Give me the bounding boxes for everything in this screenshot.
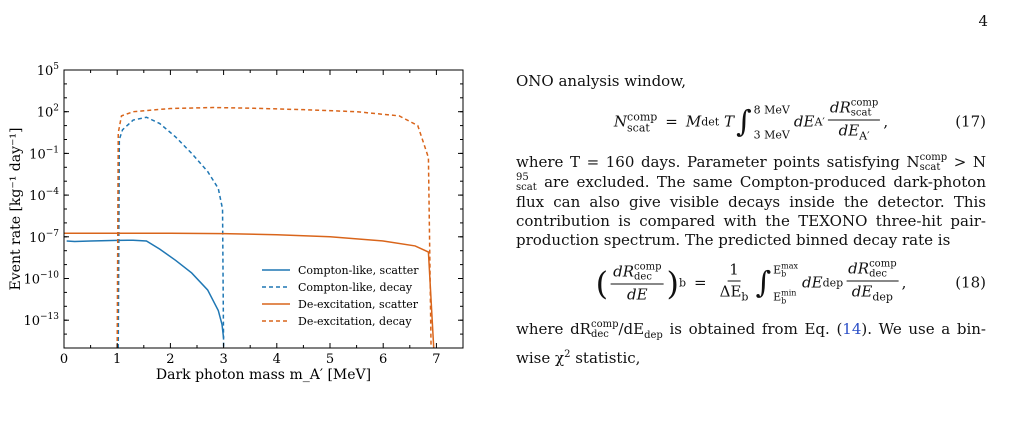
y-tick-label: 10−4 (29, 187, 59, 204)
x-tick-label: 6 (379, 352, 387, 367)
series-line-2 (117, 116, 225, 348)
y-tick-label: 10−1 (29, 145, 59, 162)
x-tick-label: 3 (219, 352, 227, 367)
paragraph-chi-square: where dR comp dec/dEdep is obtained from E… (516, 319, 986, 368)
equation-ref-link[interactable]: 14 (842, 320, 862, 338)
x-tick-label: 0 (60, 352, 68, 367)
y-tick-label: 10−7 (29, 229, 59, 246)
x-tick-label: 1 (113, 352, 121, 367)
x-axis-label: Dark photon mass m_A′ [MeV] (156, 367, 371, 383)
chart-legend: Compton-like, scatter Compton-like, decay… (262, 264, 419, 328)
x-tick-label: 4 (273, 352, 281, 367)
series-line-3 (64, 232, 435, 348)
series-line-1 (66, 239, 225, 339)
paragraph-exclusion: where T = 160 days. Parameter points sat… (516, 152, 986, 250)
y-tick-label: 105 (37, 62, 60, 79)
y-tick-label: 102 (37, 104, 59, 121)
y-axis-label: Event rate [kg⁻¹ day⁻¹] (8, 128, 24, 291)
legend-label-2: Compton-like, decay (298, 281, 413, 294)
paragraph-intro: ONO analysis window, (516, 72, 687, 90)
y-tick-label: 10−13 (23, 312, 59, 329)
x-tick-label: 2 (166, 352, 174, 367)
event-rate-chart: 0 1 2 3 4 5 6 7 105 102 10−1 10−4 10−7 10−10 10−13 Com… (8, 62, 464, 383)
y-tick-label: 10−10 (23, 271, 59, 288)
legend-label-3: De-excitation, scatter (298, 298, 419, 311)
x-tick-label: 7 (432, 352, 440, 367)
legend-label-1: Compton-like, scatter (298, 264, 419, 277)
series-line-4 (116, 106, 432, 348)
legend-label-4: De-excitation, decay (298, 315, 412, 328)
page-number: 4 (978, 12, 988, 30)
x-tick-label: 5 (326, 352, 334, 367)
